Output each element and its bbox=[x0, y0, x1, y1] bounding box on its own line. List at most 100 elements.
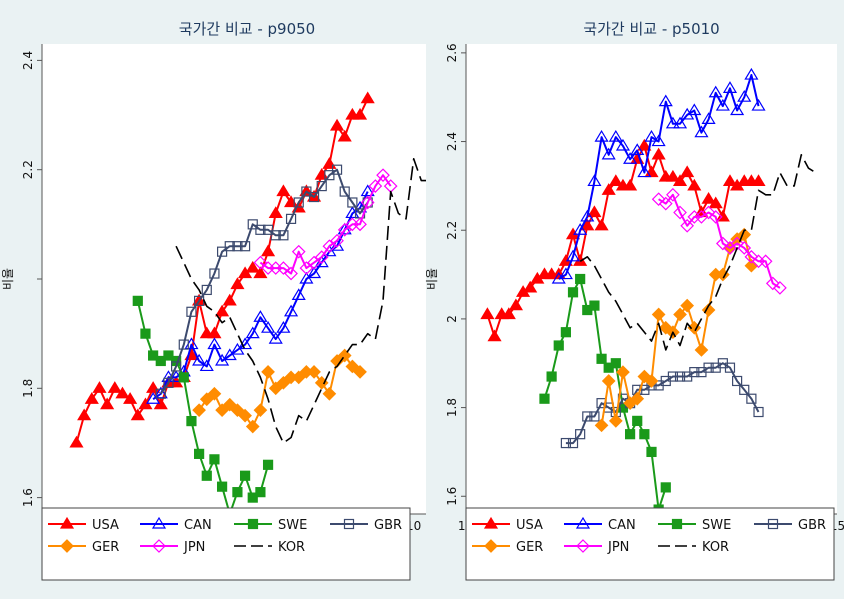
legend-item-usa: USA bbox=[48, 516, 119, 533]
data-point bbox=[651, 134, 666, 147]
data-point bbox=[329, 118, 345, 131]
data-point bbox=[247, 219, 258, 230]
data-point bbox=[596, 353, 607, 364]
data-point bbox=[199, 359, 214, 372]
legend-marker bbox=[483, 516, 499, 529]
y-tick-label: 2.2 bbox=[445, 221, 459, 240]
data-point bbox=[253, 266, 268, 279]
plot-area bbox=[42, 44, 452, 514]
data-point bbox=[616, 365, 630, 379]
data-point bbox=[130, 408, 145, 421]
data-point bbox=[222, 397, 237, 412]
data-point bbox=[301, 186, 312, 197]
data-point bbox=[587, 205, 602, 218]
data-point bbox=[608, 414, 623, 428]
legend-marker bbox=[247, 518, 259, 530]
data-point bbox=[201, 470, 212, 481]
data-point bbox=[276, 321, 291, 333]
series-ger bbox=[192, 348, 367, 434]
data-point bbox=[291, 288, 306, 300]
data-point bbox=[608, 129, 623, 142]
data-point bbox=[665, 116, 680, 129]
data-point bbox=[339, 186, 350, 197]
legend-label: USA bbox=[516, 518, 543, 533]
data-point bbox=[722, 81, 738, 93]
data-point bbox=[703, 362, 714, 373]
data-point bbox=[194, 448, 205, 459]
data-point bbox=[580, 209, 595, 222]
data-point bbox=[672, 116, 688, 129]
data-point bbox=[639, 429, 650, 440]
data-point bbox=[262, 224, 274, 235]
data-point bbox=[291, 244, 306, 259]
y-tick-label: 1.8 bbox=[445, 398, 459, 417]
data-point bbox=[148, 350, 159, 361]
data-point bbox=[687, 178, 702, 191]
legend-item-jpn: JPN bbox=[140, 539, 205, 555]
legend-marker bbox=[59, 516, 75, 529]
legend-label: KOR bbox=[278, 540, 305, 555]
data-point bbox=[689, 367, 700, 378]
legend-label: GBR bbox=[798, 518, 826, 533]
data-point bbox=[186, 415, 197, 427]
y-tick-label: 2.4 bbox=[21, 51, 35, 70]
data-point bbox=[708, 85, 723, 98]
chart-panel-1: 국가간 비교 - p90501.61.82.22.4비율196519701975… bbox=[1, 6, 460, 597]
series-jpn bbox=[651, 187, 787, 295]
data-point bbox=[610, 358, 621, 369]
data-point bbox=[480, 307, 495, 320]
data-point bbox=[199, 392, 214, 407]
legend-marker bbox=[576, 539, 590, 553]
data-point bbox=[560, 327, 571, 338]
data-point bbox=[737, 90, 752, 102]
data-point bbox=[284, 304, 299, 317]
data-point bbox=[276, 375, 291, 390]
data-point bbox=[567, 437, 579, 449]
y-axis-title: 비율 bbox=[1, 268, 15, 290]
data-point bbox=[201, 284, 212, 296]
data-point bbox=[637, 165, 652, 178]
data-point bbox=[674, 371, 686, 382]
data-point bbox=[587, 174, 602, 187]
data-point bbox=[178, 372, 189, 383]
data-point bbox=[268, 206, 283, 219]
data-point bbox=[575, 273, 586, 285]
data-point bbox=[347, 197, 358, 208]
data-point bbox=[207, 386, 222, 401]
data-point bbox=[501, 307, 516, 320]
data-point bbox=[360, 195, 375, 210]
data-point bbox=[765, 276, 780, 291]
data-point bbox=[658, 94, 673, 107]
legend-marker bbox=[767, 518, 779, 530]
legend: USA CAN SWE GBR GER JPN KOR bbox=[465, 507, 835, 581]
data-point bbox=[69, 435, 84, 448]
data-point bbox=[758, 254, 773, 269]
data-point bbox=[307, 255, 321, 270]
data-point bbox=[746, 393, 757, 404]
chart-title: 국가간 비교 - p9050 bbox=[179, 20, 315, 38]
data-point bbox=[291, 370, 306, 385]
data-point bbox=[708, 196, 723, 209]
data-point bbox=[739, 384, 750, 395]
data-point bbox=[601, 147, 616, 160]
data-point bbox=[751, 174, 766, 187]
data-point bbox=[209, 268, 220, 279]
data-point bbox=[345, 359, 360, 374]
data-point bbox=[306, 266, 322, 279]
data-point bbox=[140, 328, 151, 339]
series-kor bbox=[579, 154, 817, 351]
data-point bbox=[594, 418, 609, 433]
data-point bbox=[261, 321, 276, 333]
series-can bbox=[551, 67, 766, 284]
data-point bbox=[582, 411, 593, 422]
data-point bbox=[680, 165, 695, 178]
data-point bbox=[337, 222, 352, 237]
data-point bbox=[730, 103, 745, 116]
legend-marker bbox=[152, 539, 166, 553]
data-point bbox=[694, 343, 709, 357]
data-point bbox=[261, 365, 275, 379]
data-point bbox=[216, 246, 228, 257]
legend-item-swe: SWE bbox=[234, 518, 307, 533]
data-point bbox=[623, 152, 638, 164]
data-point bbox=[268, 381, 283, 396]
